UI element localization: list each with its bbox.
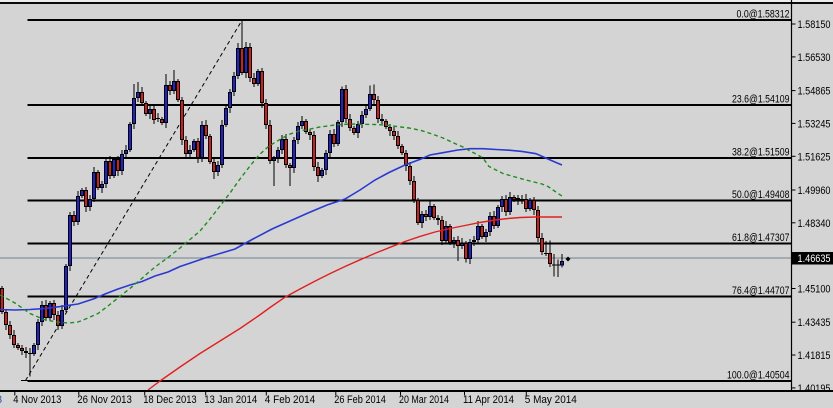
- svg-text:26 Feb 2014: 26 Feb 2014: [334, 394, 386, 406]
- svg-text:1.54865: 1.54865: [798, 86, 831, 98]
- svg-text:23.6@1.54109: 23.6@1.54109: [732, 94, 790, 106]
- svg-text:1.40195: 1.40195: [798, 383, 831, 395]
- svg-text:4 Nov 2013: 4 Nov 2013: [13, 394, 61, 406]
- svg-text:11 Apr 2014: 11 Apr 2014: [463, 394, 514, 406]
- svg-text:5 May 2014: 5 May 2014: [525, 394, 577, 406]
- svg-text:20 Mar 2014: 20 Mar 2014: [399, 394, 449, 406]
- svg-text:0.0@1.58312: 0.0@1.58312: [737, 9, 790, 21]
- svg-text:26 Nov 2013: 26 Nov 2013: [77, 394, 132, 406]
- svg-text:1.53245: 1.53245: [798, 118, 831, 130]
- svg-text:13 Jan 2014: 13 Jan 2014: [204, 394, 257, 406]
- svg-text:1.51625: 1.51625: [798, 151, 831, 163]
- svg-text:76.4@1.44707: 76.4@1.44707: [732, 285, 790, 297]
- svg-text:1.48340: 1.48340: [798, 218, 831, 230]
- svg-text:1.56530: 1.56530: [798, 52, 831, 64]
- svg-text:18 Dec 2013: 18 Dec 2013: [143, 394, 197, 406]
- svg-text:61.8@1.47307: 61.8@1.47307: [732, 232, 790, 244]
- svg-text:3: 3: [0, 394, 2, 406]
- svg-text:1.49960: 1.49960: [798, 185, 831, 197]
- svg-text:1.41815: 1.41815: [798, 350, 831, 362]
- svg-text:100.0@1.40504: 100.0@1.40504: [727, 370, 790, 382]
- svg-text:50.0@1.49408: 50.0@1.49408: [732, 189, 790, 201]
- svg-text:1.46635: 1.46635: [798, 253, 831, 265]
- svg-text:1.45100: 1.45100: [798, 284, 831, 296]
- svg-text:4 Feb 2014: 4 Feb 2014: [265, 394, 315, 406]
- svg-text:1.43435: 1.43435: [798, 317, 831, 329]
- svg-text:1.58150: 1.58150: [798, 19, 831, 31]
- svg-text:38.2@1.51509: 38.2@1.51509: [732, 147, 790, 159]
